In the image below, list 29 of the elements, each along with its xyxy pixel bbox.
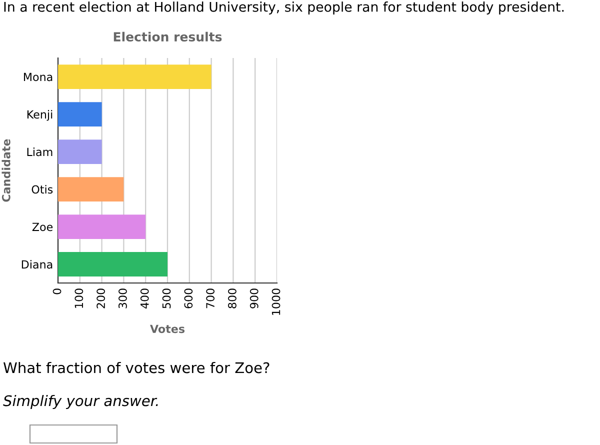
chart-title: Election results [114,32,222,42]
bar [58,102,102,126]
y-tick-label: Otis [32,185,53,194]
x-tick-label: 500 [162,288,171,308]
x-tick-label: 400 [140,288,149,309]
y-tick-label: Liam [27,148,52,156]
y-tick-label: Kenji [27,110,52,121]
bar [58,252,168,276]
x-tick-label: 200 [96,288,106,308]
x-tick-label: 600 [184,288,193,308]
y-tick-label: Diana [22,260,52,269]
y-axis-title: Candidate [2,139,10,202]
y-tick-label: Mona [24,72,52,82]
bar [58,214,146,239]
x-tick-label: 100 [74,288,84,308]
text: In a recent election at Holland University, six people ran for student body president. [4,2,564,14]
x-tick-label: 1000 [272,288,280,315]
bar [58,177,124,202]
bar [58,64,212,89]
x-tick-label: 0 [52,288,62,294]
y-tick-label: Zoe [32,222,53,232]
bar [58,140,102,164]
x-axis-title: Votes [150,324,185,334]
x-tick-label: 300 [118,288,127,308]
x-tick-label: 900 [250,288,258,308]
text: What fraction of votes were for Zoe? [3,362,270,374]
text: Simplify your answer. [3,394,158,410]
x-tick-label: 700 [206,288,215,308]
x-tick-label: 800 [228,288,236,308]
